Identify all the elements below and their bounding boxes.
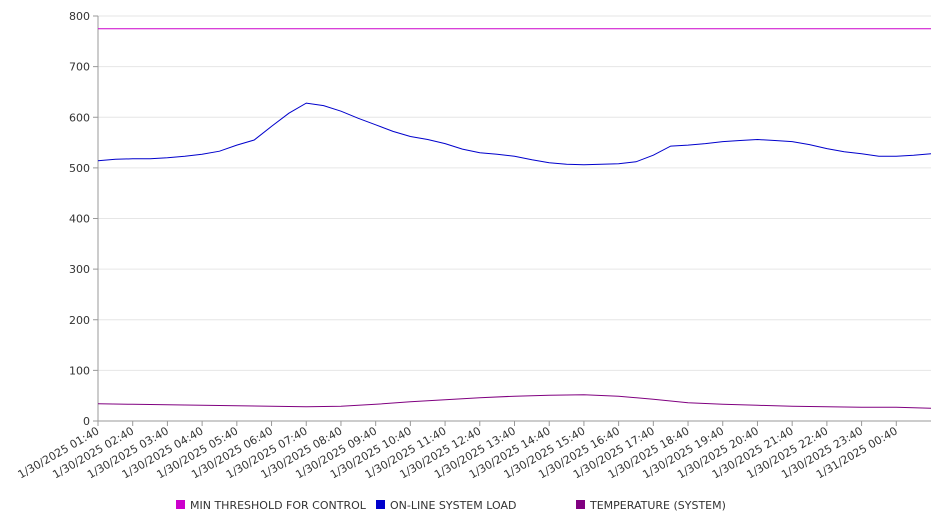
y-tick-label: 0 [83, 415, 90, 428]
y-tick-label: 100 [69, 364, 90, 377]
legend: MIN THRESHOLD FOR CONTROL ON-LINE SYSTEM … [176, 499, 726, 512]
grid-lines [98, 15, 931, 371]
x-axis-ticks: 1/30/2025 01:401/30/2025 02:401/30/2025 … [16, 421, 900, 481]
legend-swatch [376, 500, 385, 509]
y-tick-label: 400 [69, 213, 90, 226]
legend-label: TEMPERATURE (SYSTEM) [589, 499, 726, 512]
y-tick-label: 200 [69, 314, 90, 327]
y-tick-label: 700 [69, 61, 90, 74]
legend-label: ON-LINE SYSTEM LOAD [390, 499, 516, 512]
y-tick-label: 600 [69, 111, 90, 124]
series-line-2 [97, 394, 932, 409]
legend-swatch [176, 500, 185, 509]
legend-swatch [576, 500, 585, 509]
legend-label: MIN THRESHOLD FOR CONTROL [190, 499, 367, 512]
y-tick-label: 300 [69, 263, 90, 276]
series-lines [97, 28, 932, 409]
y-tick-label: 800 [69, 10, 90, 23]
y-tick-label: 500 [69, 162, 90, 175]
y-axis-ticks: 0 100 200 300 400 500 600 700 800 [69, 10, 98, 428]
series-line-1 [97, 102, 932, 166]
